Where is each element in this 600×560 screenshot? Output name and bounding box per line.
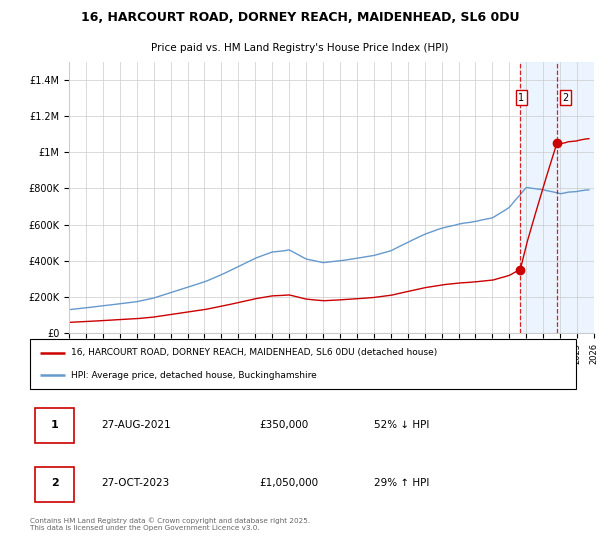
Text: 16, HARCOURT ROAD, DORNEY REACH, MAIDENHEAD, SL6 0DU: 16, HARCOURT ROAD, DORNEY REACH, MAIDENH… [81, 11, 519, 24]
Text: 29% ↑ HPI: 29% ↑ HPI [374, 478, 430, 488]
Text: HPI: Average price, detached house, Buckinghamshire: HPI: Average price, detached house, Buck… [71, 371, 317, 380]
Text: 16, HARCOURT ROAD, DORNEY REACH, MAIDENHEAD, SL6 0DU (detached house): 16, HARCOURT ROAD, DORNEY REACH, MAIDENH… [71, 348, 437, 357]
FancyBboxPatch shape [35, 467, 74, 502]
Text: £350,000: £350,000 [259, 419, 308, 430]
Text: 52% ↓ HPI: 52% ↓ HPI [374, 419, 430, 430]
Text: 1: 1 [50, 419, 58, 430]
Text: 27-AUG-2021: 27-AUG-2021 [101, 419, 170, 430]
Text: 1: 1 [518, 93, 524, 103]
Text: Contains HM Land Registry data © Crown copyright and database right 2025.
This d: Contains HM Land Registry data © Crown c… [30, 517, 310, 530]
Text: 2: 2 [562, 93, 569, 103]
Text: 2: 2 [50, 478, 58, 488]
Text: £1,050,000: £1,050,000 [259, 478, 319, 488]
FancyBboxPatch shape [35, 408, 74, 444]
Text: Price paid vs. HM Land Registry's House Price Index (HPI): Price paid vs. HM Land Registry's House … [151, 43, 449, 53]
Bar [520, 62, 594, 333]
Text: 27-OCT-2023: 27-OCT-2023 [101, 478, 169, 488]
